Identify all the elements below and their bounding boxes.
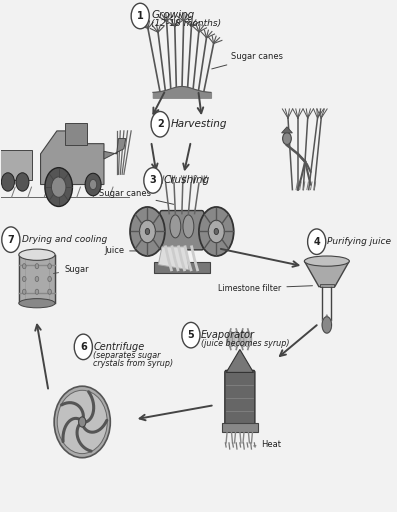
Polygon shape [304, 261, 349, 287]
Text: (separates sugar: (separates sugar [93, 351, 161, 360]
Ellipse shape [57, 390, 107, 454]
Text: Growing: Growing [151, 10, 195, 20]
Text: 4: 4 [313, 237, 320, 247]
Circle shape [16, 173, 29, 191]
Text: Purifying juice: Purifying juice [327, 237, 391, 246]
Text: 1: 1 [137, 11, 144, 21]
Circle shape [35, 276, 39, 282]
Circle shape [130, 207, 165, 256]
Ellipse shape [54, 386, 110, 458]
Circle shape [48, 264, 52, 269]
Circle shape [35, 289, 39, 294]
Circle shape [23, 264, 26, 269]
Circle shape [139, 220, 156, 243]
Text: 5: 5 [187, 330, 194, 340]
Circle shape [208, 220, 224, 243]
Text: Limestone filter: Limestone filter [218, 284, 312, 293]
Ellipse shape [183, 215, 194, 238]
Circle shape [182, 323, 200, 348]
Circle shape [151, 112, 169, 137]
Circle shape [52, 177, 66, 197]
FancyBboxPatch shape [160, 210, 204, 250]
Ellipse shape [239, 332, 247, 347]
Circle shape [131, 3, 149, 29]
Ellipse shape [227, 332, 235, 347]
Ellipse shape [304, 256, 349, 266]
Text: (juice becomes syrup): (juice becomes syrup) [201, 339, 289, 348]
FancyBboxPatch shape [222, 423, 258, 432]
Text: Heat: Heat [254, 440, 281, 450]
FancyBboxPatch shape [65, 123, 87, 145]
Circle shape [45, 167, 72, 206]
Circle shape [144, 167, 162, 193]
Polygon shape [326, 315, 328, 319]
Text: Centrifuge: Centrifuge [93, 342, 145, 352]
Circle shape [145, 228, 150, 234]
Text: crystals from syrup): crystals from syrup) [93, 359, 173, 368]
Circle shape [85, 173, 101, 196]
Text: Sugar: Sugar [54, 265, 89, 274]
Polygon shape [158, 247, 189, 270]
Polygon shape [104, 139, 126, 159]
Text: Juice: Juice [104, 246, 148, 255]
Polygon shape [322, 317, 331, 333]
Circle shape [35, 264, 39, 269]
Polygon shape [226, 350, 253, 372]
Text: 3: 3 [150, 176, 156, 185]
Circle shape [214, 228, 218, 234]
Circle shape [2, 227, 20, 252]
Ellipse shape [170, 215, 181, 238]
Text: 6: 6 [80, 342, 87, 352]
Text: 2: 2 [157, 119, 164, 129]
Circle shape [48, 289, 52, 294]
Circle shape [283, 133, 291, 145]
Ellipse shape [232, 332, 240, 347]
Circle shape [48, 276, 52, 282]
Polygon shape [281, 127, 293, 133]
FancyBboxPatch shape [320, 284, 334, 287]
Circle shape [23, 276, 26, 282]
Circle shape [2, 173, 14, 191]
FancyBboxPatch shape [154, 262, 210, 273]
Text: Harvesting: Harvesting [171, 119, 227, 129]
Circle shape [199, 207, 234, 256]
Circle shape [79, 417, 86, 427]
Circle shape [308, 229, 326, 254]
Circle shape [74, 334, 93, 359]
Polygon shape [19, 255, 55, 303]
Circle shape [23, 289, 26, 294]
FancyBboxPatch shape [0, 151, 32, 180]
Text: Crushing: Crushing [164, 176, 210, 185]
Ellipse shape [19, 298, 55, 308]
Text: Evaporator: Evaporator [201, 330, 255, 340]
Polygon shape [40, 131, 104, 184]
Text: 7: 7 [8, 234, 14, 245]
Text: Sugar canes: Sugar canes [98, 189, 174, 204]
Text: Drying and cooling: Drying and cooling [22, 235, 107, 244]
Ellipse shape [19, 249, 55, 260]
Text: Sugar canes: Sugar canes [212, 52, 283, 69]
Ellipse shape [244, 332, 252, 347]
Circle shape [89, 179, 97, 189]
Text: (12-18 months): (12-18 months) [151, 19, 221, 28]
FancyBboxPatch shape [225, 370, 255, 425]
